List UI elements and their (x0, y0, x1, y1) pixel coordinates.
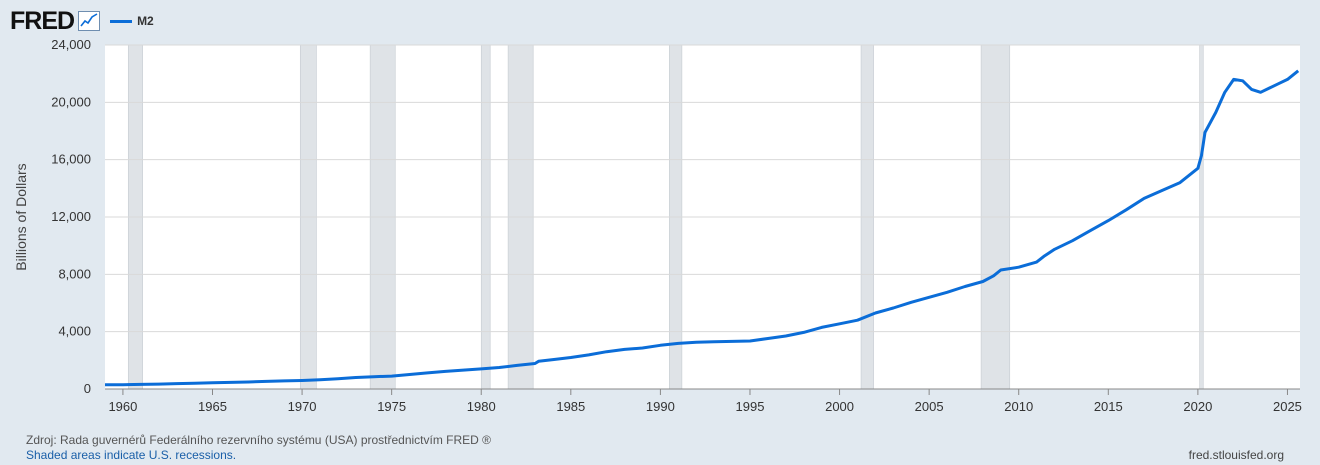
x-tick-label: 2000 (825, 399, 854, 414)
y-tick-label: 4,000 (58, 324, 91, 339)
y-axis-label: Billions of Dollars (13, 163, 29, 270)
x-tick-label: 1985 (556, 399, 585, 414)
x-tick-label: 1980 (467, 399, 496, 414)
recession-note-link[interactable]: Shaded areas indicate U.S. recessions. (26, 448, 237, 462)
x-tick-label: 1990 (646, 399, 675, 414)
chart: 0 4,000 8,000 12,000 16,000 20,000 24,000 1960 1… (13, 37, 1302, 414)
y-tick-label: 24,000 (51, 37, 91, 52)
y-tick-label: 12,000 (51, 209, 91, 224)
x-tick-label: 1960 (108, 399, 137, 414)
chart-header: FRED M2 (10, 6, 154, 36)
x-tick-label: 1970 (288, 399, 317, 414)
source-text: Zdroj: Rada guvernérů Federálního rezerv… (26, 433, 492, 447)
y-tick-label: 0 (84, 381, 91, 396)
fred-logo[interactable]: FRED (10, 6, 75, 35)
legend: M2 (110, 14, 154, 28)
legend-line-swatch (110, 19, 133, 23)
y-tick-label: 16,000 (51, 152, 91, 167)
x-tick-label: 1975 (377, 399, 406, 414)
x-tick-label: 2025 (1273, 399, 1302, 414)
legend-series-label[interactable]: M2 (137, 14, 154, 28)
x-tick-label: 2015 (1094, 399, 1123, 414)
x-tick-label: 1965 (198, 399, 227, 414)
series-line-m2[interactable] (104, 69, 1300, 387)
chart-line-icon (78, 11, 101, 31)
footer-source: Zdroj: Rada guvernérů Federálního rezerv… (26, 433, 491, 463)
x-tick-label: 2005 (915, 399, 944, 414)
y-tick-label: 20,000 (51, 94, 91, 109)
site-link[interactable]: fred.stlouisfed.org (1188, 448, 1284, 462)
x-tick-label: 2010 (1004, 399, 1033, 414)
x-tick-label: 2020 (1183, 399, 1212, 414)
x-tick-label: 1995 (736, 399, 765, 414)
y-tick-label: 8,000 (58, 266, 91, 281)
